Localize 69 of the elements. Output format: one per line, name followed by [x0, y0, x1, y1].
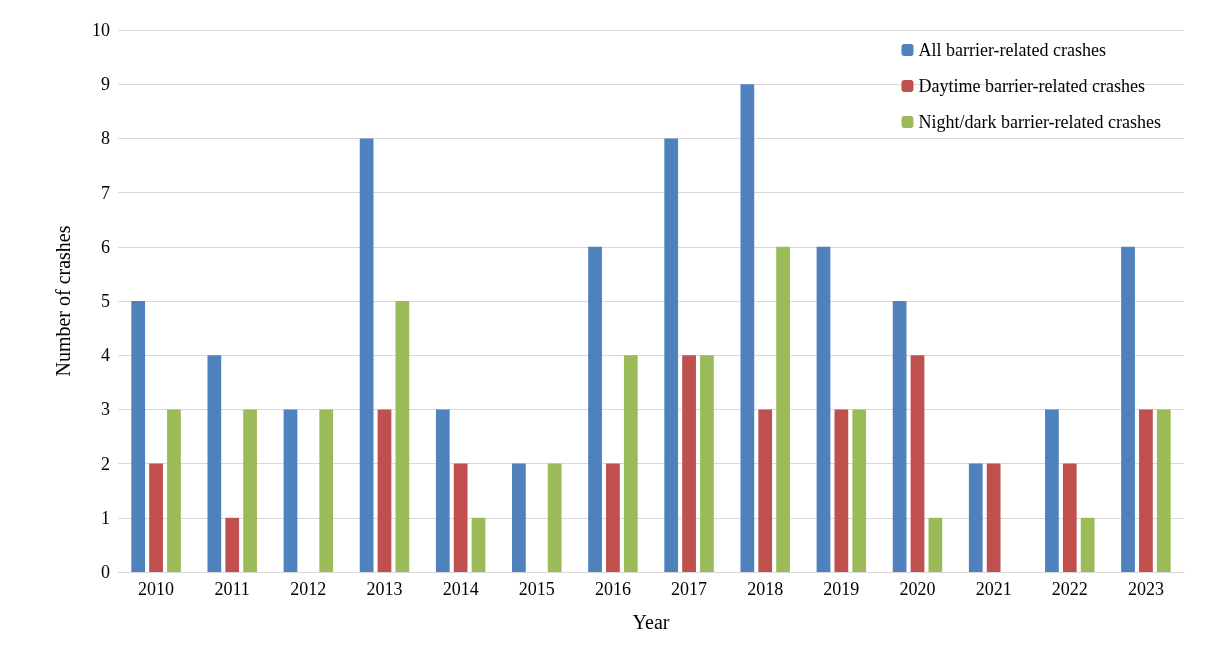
- x-tick-label: 2018: [747, 579, 784, 599]
- bar: [283, 409, 298, 572]
- y-tick-label: 6: [101, 236, 110, 257]
- y-tick-label: 9: [101, 74, 110, 95]
- bar: [167, 409, 181, 572]
- bar: [131, 301, 146, 572]
- x-tick-label: 2016: [594, 579, 631, 599]
- x-tick-label: 2011: [214, 579, 250, 599]
- y-axis-title: Number of crashes: [52, 225, 74, 377]
- bar: [1156, 409, 1171, 572]
- bar: [588, 246, 602, 572]
- bar: [758, 409, 773, 572]
- x-tick-label: 2010: [138, 579, 175, 599]
- bar: [928, 517, 943, 572]
- y-tick-label: 10: [92, 20, 110, 40]
- bar: [986, 463, 1001, 572]
- bar: [700, 355, 714, 572]
- bar: [852, 409, 867, 572]
- x-tick-label: 2013: [366, 579, 403, 599]
- bar: [377, 409, 392, 572]
- bar: [395, 301, 410, 572]
- y-tick-label: 2: [101, 453, 110, 474]
- bar: [682, 355, 696, 572]
- bar: [1045, 409, 1059, 572]
- bar: [453, 463, 468, 572]
- x-axis-title: Year: [632, 611, 670, 633]
- x-tick-label: 2014: [442, 579, 479, 599]
- y-tick-label: 5: [101, 291, 110, 311]
- x-tick-label: 2012: [290, 579, 327, 599]
- bar: [1062, 463, 1077, 572]
- y-tick-label: 7: [101, 182, 110, 203]
- bar: [207, 355, 222, 572]
- x-tick-label: 2020: [899, 579, 936, 599]
- y-tick-label: 4: [101, 345, 110, 366]
- bar: [471, 517, 486, 572]
- bar: [606, 463, 620, 572]
- bar: [776, 246, 790, 572]
- legend-label: Night/dark barrier-related crashes: [918, 112, 1162, 132]
- bar: [740, 84, 755, 572]
- bar: [1121, 246, 1135, 572]
- bar: [243, 409, 257, 572]
- bar: [435, 409, 450, 572]
- x-tick-label: 2023: [1127, 579, 1164, 599]
- bar: [834, 409, 849, 572]
- bar: [816, 246, 831, 572]
- bar: [359, 138, 374, 572]
- bar: [512, 463, 526, 572]
- bar: [1139, 409, 1153, 572]
- x-tick-label: 2017: [671, 579, 708, 599]
- bar: [664, 138, 679, 572]
- bar: [149, 463, 163, 572]
- x-tick-label: 2015: [518, 579, 555, 599]
- bar: [1080, 517, 1095, 572]
- bar: [225, 517, 240, 572]
- bar: [892, 301, 907, 572]
- bar: [623, 355, 638, 572]
- y-tick-label: 8: [101, 128, 110, 149]
- bar: [319, 409, 334, 572]
- bar: [910, 355, 925, 572]
- legend-label: All barrier-related crashes: [918, 40, 1107, 60]
- bar: [968, 463, 983, 572]
- bar: [547, 463, 562, 572]
- legend-label: Daytime barrier-related crashes: [918, 76, 1145, 96]
- y-tick-label: 0: [101, 562, 110, 582]
- y-tick-label: 1: [101, 507, 110, 528]
- y-tick-label: 3: [101, 399, 110, 420]
- x-tick-label: 2019: [823, 579, 860, 599]
- x-tick-label: 2022: [1051, 579, 1088, 599]
- x-tick-label: 2021: [975, 579, 1012, 599]
